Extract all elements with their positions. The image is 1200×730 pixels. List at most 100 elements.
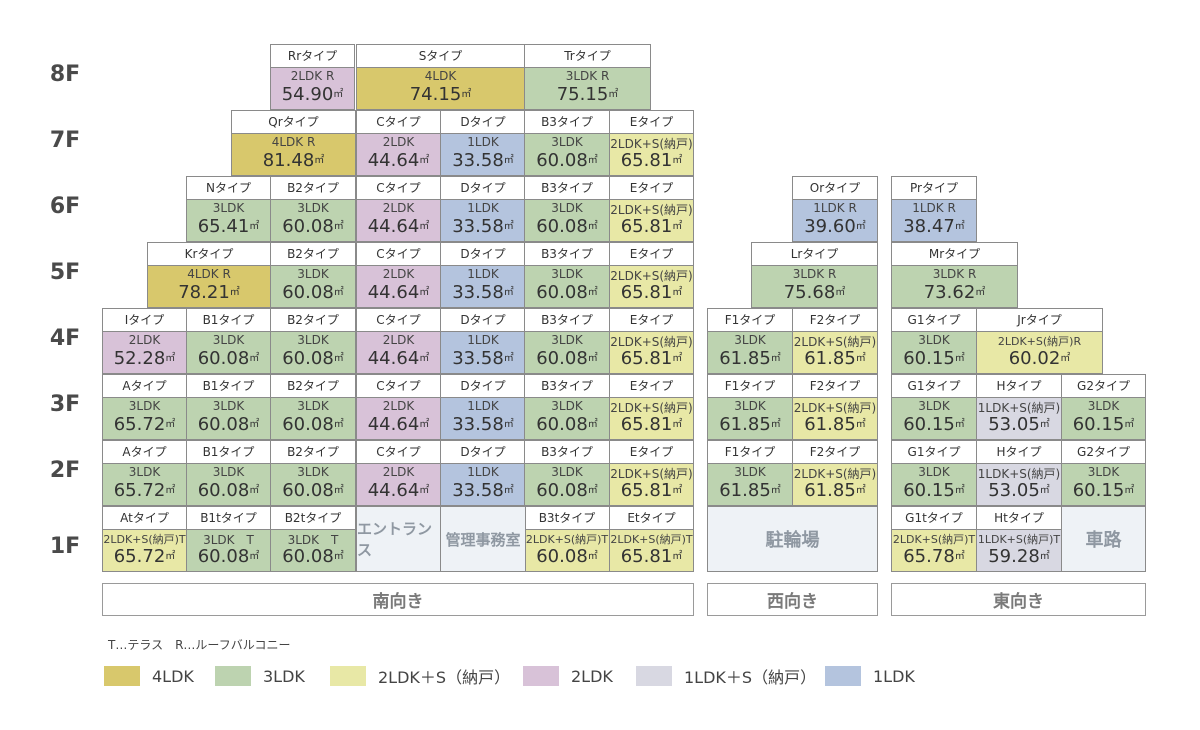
area-unit: ㎡ [165, 419, 176, 430]
unit-cell[interactable]: B2タイプ 3LDK 60.08㎡ [270, 440, 356, 506]
unit-cell[interactable]: Atタイプ 2LDK+S(納戸)T 65.72㎡ [102, 506, 187, 572]
unit-cell[interactable]: Eタイプ 2LDK+S(納戸) 65.81㎡ [609, 242, 694, 308]
unit-cell[interactable]: B1tタイプ 3LDK T 60.08㎡ [186, 506, 271, 572]
unit-cell[interactable]: Eタイプ 2LDK+S(納戸) 65.81㎡ [609, 176, 694, 242]
unit-cell[interactable]: Hタイプ 1LDK+S(納戸) 53.05㎡ [976, 440, 1062, 506]
unit-cell[interactable]: Orタイプ 1LDK R 39.60㎡ [792, 176, 878, 242]
unit-cell[interactable]: F1タイプ 3LDK 61.85㎡ [707, 374, 793, 440]
unit-layout-label: 3LDK R [565, 69, 610, 83]
unit-type-label: Hタイプ [977, 375, 1061, 398]
unit-cell[interactable]: B3タイプ 3LDK 60.08㎡ [524, 374, 610, 440]
unit-cell[interactable]: Cタイプ 2LDK 44.64㎡ [356, 440, 441, 506]
unit-type-label: Trタイプ [525, 45, 650, 68]
unit-cell[interactable]: G1タイプ 3LDK 60.15㎡ [891, 440, 977, 506]
unit-cell[interactable]: Dタイプ 1LDK 33.58㎡ [440, 308, 526, 374]
unit-cell[interactable]: Qrタイプ 4LDK R 81.48㎡ [231, 110, 356, 176]
unit-cell[interactable]: Prタイプ 1LDK R 38.47㎡ [891, 176, 977, 242]
unit-cell[interactable]: B2タイプ 3LDK 60.08㎡ [270, 374, 356, 440]
unit-cell[interactable]: G1tタイプ 2LDK+S(納戸)T 65.78㎡ [891, 506, 977, 572]
unit-cell[interactable]: B3タイプ 3LDK 60.08㎡ [524, 110, 610, 176]
unit-cell[interactable]: Aタイプ 3LDK 65.72㎡ [102, 374, 187, 440]
unit-cell[interactable]: F1タイプ 3LDK 61.85㎡ [707, 308, 793, 374]
unit-area-label: 74.15㎡ [357, 84, 524, 105]
unit-layout-label: 1LDK+S(納戸) [977, 467, 1061, 481]
unit-cell[interactable]: B3タイプ 3LDK 60.08㎡ [524, 242, 610, 308]
unit-area-label: 61.85㎡ [793, 348, 877, 369]
unit-cell[interactable]: F1タイプ 3LDK 61.85㎡ [707, 440, 793, 506]
unit-cell[interactable]: Cタイプ 2LDK 44.64㎡ [356, 308, 441, 374]
unit-cell[interactable]: Jrタイプ 2LDK+S(納戸)R 60.02㎡ [976, 308, 1103, 374]
unit-cell[interactable]: Sタイプ 4LDK 74.15㎡ [356, 44, 525, 110]
area-unit: ㎡ [855, 485, 866, 496]
unit-cell[interactable]: Mrタイプ 3LDK R 73.62㎡ [891, 242, 1018, 308]
unit-cell[interactable]: B2タイプ 3LDK 60.08㎡ [270, 176, 356, 242]
unit-cell[interactable]: B3タイプ 3LDK 60.08㎡ [524, 308, 610, 374]
unit-type-label: Rrタイプ [271, 45, 354, 68]
unit-area-value: 60.08 [282, 216, 334, 237]
entrance-cell: エントランス [356, 506, 441, 572]
unit-cell[interactable]: B3タイプ 3LDK 60.08㎡ [524, 440, 610, 506]
unit-area-label: 60.02㎡ [977, 348, 1102, 369]
unit-cell[interactable]: B2tタイプ 3LDK T 60.08㎡ [270, 506, 356, 572]
area-unit: ㎡ [249, 419, 260, 430]
unit-cell[interactable]: Aタイプ 3LDK 65.72㎡ [102, 440, 187, 506]
unit-cell[interactable]: Dタイプ 1LDK 33.58㎡ [440, 176, 526, 242]
unit-cell[interactable]: G2タイプ 3LDK 60.15㎡ [1061, 440, 1146, 506]
unit-area-label: 60.08㎡ [271, 216, 355, 237]
unit-layout-label: 3LDK [918, 399, 950, 413]
unit-cell[interactable]: B2タイプ 3LDK 60.08㎡ [270, 308, 356, 374]
unit-type-label: B2タイプ [271, 309, 355, 332]
unit-cell[interactable]: Dタイプ 1LDK 33.58㎡ [440, 374, 526, 440]
unit-cell[interactable]: Cタイプ 2LDK 44.64㎡ [356, 242, 441, 308]
unit-cell[interactable]: Htタイプ 1LDK+S(納戸)T 59.28㎡ [976, 506, 1062, 572]
unit-cell[interactable]: Dタイプ 1LDK 33.58㎡ [440, 242, 526, 308]
area-unit: ㎡ [333, 485, 344, 496]
unit-cell[interactable]: Hタイプ 1LDK+S(納戸) 53.05㎡ [976, 374, 1062, 440]
floor-label-3f: 3F [49, 392, 81, 417]
unit-cell[interactable]: Eタイプ 2LDK+S(納戸) 65.81㎡ [609, 110, 694, 176]
unit-cell[interactable]: Cタイプ 2LDK 44.64㎡ [356, 374, 441, 440]
unit-cell[interactable]: B3tタイプ 2LDK+S(納戸)T 60.08㎡ [524, 506, 610, 572]
unit-cell[interactable]: B2タイプ 3LDK 60.08㎡ [270, 242, 356, 308]
unit-area-value: 65.41 [197, 216, 250, 237]
unit-cell[interactable]: Eタイプ 2LDK+S(納戸) 65.81㎡ [609, 440, 694, 506]
area-unit: ㎡ [249, 221, 260, 232]
unit-cell[interactable]: Lrタイプ 3LDK R 75.68㎡ [751, 242, 878, 308]
unit-cell[interactable]: Rrタイプ 2LDK R 54.90㎡ [270, 44, 355, 110]
unit-cell[interactable]: Trタイプ 3LDK R 75.15㎡ [524, 44, 651, 110]
unit-cell[interactable]: Nタイプ 3LDK 65.41㎡ [186, 176, 271, 242]
unit-cell[interactable]: B1タイプ 3LDK 60.08㎡ [186, 440, 271, 506]
unit-area-label: 75.68㎡ [752, 282, 877, 303]
unit-cell[interactable]: F2タイプ 2LDK+S(納戸) 61.85㎡ [792, 440, 878, 506]
unit-cell[interactable]: Cタイプ 2LDK 44.64㎡ [356, 110, 441, 176]
unit-cell[interactable]: G2タイプ 3LDK 60.15㎡ [1061, 374, 1146, 440]
unit-cell[interactable]: Dタイプ 1LDK 33.58㎡ [440, 110, 526, 176]
unit-cell[interactable]: G1タイプ 3LDK 60.15㎡ [891, 374, 977, 440]
unit-cell[interactable]: Eタイプ 2LDK+S(納戸) 65.81㎡ [609, 374, 694, 440]
unit-cell[interactable]: Dタイプ 1LDK 33.58㎡ [440, 440, 526, 506]
unit-cell[interactable]: Iタイプ 2LDK 52.28㎡ [102, 308, 187, 374]
unit-type-label: B1タイプ [187, 375, 270, 398]
unit-cell[interactable]: Krタイプ 4LDK R 78.21㎡ [147, 242, 271, 308]
unit-layout-label: 3LDK [551, 465, 583, 479]
unit-cell[interactable]: Cタイプ 2LDK 44.64㎡ [356, 176, 441, 242]
area-unit: ㎡ [608, 89, 619, 100]
unit-cell[interactable]: B3タイプ 3LDK 60.08㎡ [524, 176, 610, 242]
unit-cell[interactable]: Eタイプ 2LDK+S(納戸) 65.81㎡ [609, 308, 694, 374]
unit-cell[interactable]: G1タイプ 3LDK 60.15㎡ [891, 308, 977, 374]
unit-cell[interactable]: F2タイプ 2LDK+S(納戸) 61.85㎡ [792, 374, 878, 440]
unit-area-value: 65.81 [620, 216, 673, 237]
unit-cell[interactable]: B1タイプ 3LDK 60.08㎡ [186, 308, 271, 374]
unit-area-value: 61.85 [719, 348, 771, 369]
unit-layout-label: 2LDK R [290, 69, 335, 83]
unit-cell[interactable]: F2タイプ 2LDK+S(納戸) 61.85㎡ [792, 308, 878, 374]
unit-area-value: 65.72 [113, 480, 166, 501]
unit-area-label: 61.85㎡ [708, 348, 792, 369]
unit-layout-label: 1LDK [467, 267, 499, 281]
unit-cell[interactable]: Etタイプ 2LDK+S(納戸)T 65.81㎡ [609, 506, 694, 572]
unit-layout-label: 2LDK+S(納戸) [610, 401, 693, 415]
unit-area-label: 44.64㎡ [357, 348, 440, 369]
unit-area-label: 60.08㎡ [525, 414, 609, 435]
unit-type-label: B1タイプ [187, 441, 270, 464]
unit-cell[interactable]: B1タイプ 3LDK 60.08㎡ [186, 374, 271, 440]
